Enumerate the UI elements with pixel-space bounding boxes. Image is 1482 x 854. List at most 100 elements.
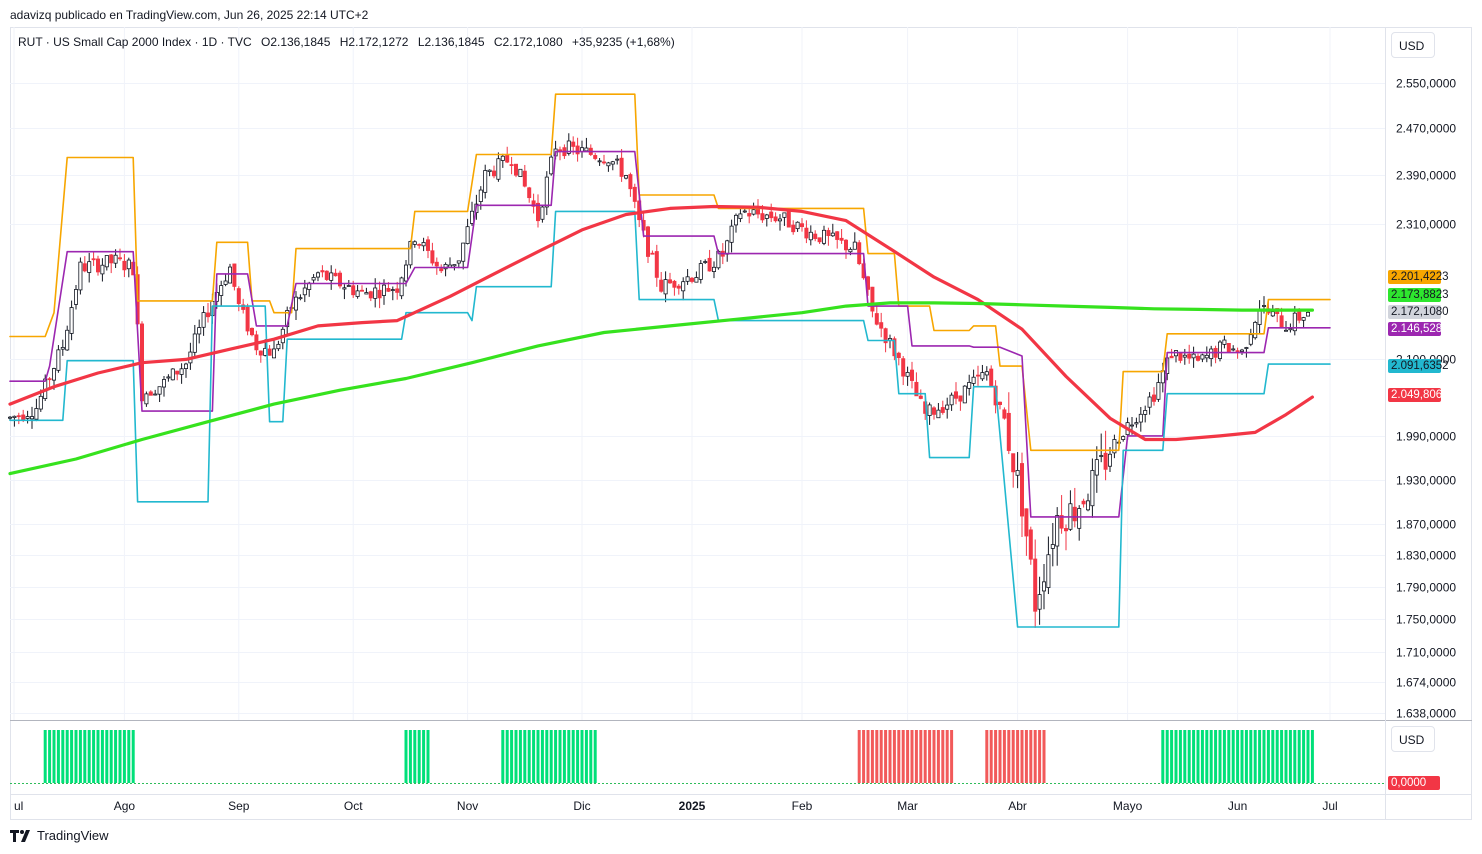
- signal-bar: [114, 730, 118, 783]
- candle-body: [813, 233, 818, 239]
- candle-body: [694, 277, 699, 283]
- signal-bar: [1033, 730, 1037, 783]
- candle-body: [760, 213, 765, 221]
- candle-body: [844, 239, 849, 251]
- chart-frame[interactable]: [10, 27, 1472, 820]
- candle-body: [835, 231, 840, 240]
- candle-body: [654, 251, 659, 278]
- signal-bar: [593, 730, 597, 783]
- signal-bar: [1002, 730, 1006, 783]
- footer-brand[interactable]: TradingView: [10, 828, 109, 843]
- candle-body: [157, 386, 162, 395]
- line-donchian-lower[interactable]: [9, 210, 1331, 628]
- candle-body: [839, 237, 844, 241]
- signal-bar: [518, 730, 522, 783]
- candle-body: [1279, 315, 1284, 329]
- symbol-name[interactable]: RUT · US Small Cap 2000 Index · 1D · TVC: [18, 35, 252, 49]
- signal-bar: [884, 730, 888, 783]
- candle-body: [267, 348, 272, 356]
- candle-body: [483, 170, 488, 193]
- candle-body: [962, 385, 967, 404]
- line-sma-slow[interactable]: [8, 301, 1315, 476]
- signal-bar: [527, 730, 531, 783]
- candle-body: [1090, 470, 1095, 507]
- candle-body: [1024, 508, 1029, 537]
- signal-bar: [1214, 730, 1218, 783]
- candle-body: [148, 391, 153, 396]
- signal-bar: [1042, 730, 1046, 783]
- candle-body: [742, 210, 747, 213]
- signal-bar: [1192, 730, 1196, 783]
- line-donchian-mid[interactable]: [9, 150, 1331, 518]
- candle-body: [914, 381, 919, 397]
- signal-bar: [48, 730, 52, 783]
- candle-body: [320, 270, 325, 273]
- candle-body: [1081, 500, 1086, 505]
- candle-body: [434, 261, 439, 267]
- candle-body: [456, 260, 461, 264]
- candle-body: [1121, 436, 1126, 440]
- candle-body: [1011, 453, 1016, 473]
- candle-body: [368, 291, 373, 299]
- candle-body: [100, 264, 105, 275]
- price-label: 2.146,5288: [1388, 322, 1449, 336]
- signal-bar: [857, 730, 861, 783]
- candle-body: [298, 297, 303, 300]
- signal-bar: [906, 730, 910, 783]
- candle-body: [1077, 508, 1082, 529]
- candle-body: [1064, 528, 1069, 532]
- candle-body: [29, 416, 34, 420]
- candle-body: [74, 289, 79, 305]
- candle-body: [1059, 515, 1064, 529]
- candle-body: [751, 209, 756, 215]
- candle-body: [932, 407, 937, 415]
- signal-bar: [118, 730, 122, 783]
- candle-body: [113, 254, 118, 264]
- candle-body: [1288, 328, 1293, 331]
- candle-body: [1033, 558, 1038, 612]
- line-sma-fast[interactable]: [8, 204, 1315, 442]
- candle-body: [271, 348, 276, 359]
- signal-bar: [92, 730, 96, 783]
- candle-body: [984, 371, 989, 376]
- time-tick-label: Feb: [792, 799, 813, 813]
- candle-body: [47, 378, 52, 381]
- candle-body: [936, 409, 941, 419]
- candle-body: [351, 285, 356, 296]
- candle-body: [747, 213, 752, 217]
- indicator-currency-selector[interactable]: USD: [1391, 726, 1435, 752]
- signal-bar: [1262, 730, 1266, 783]
- candle-body: [34, 408, 39, 420]
- candle-body: [870, 286, 875, 312]
- signal-bar: [870, 730, 874, 783]
- candle-body: [632, 186, 637, 202]
- candle-body: [355, 290, 360, 297]
- candle-body: [1086, 500, 1091, 511]
- candle-body: [1103, 452, 1108, 470]
- signal-bar: [501, 730, 505, 783]
- signal-bar: [1244, 730, 1248, 783]
- signal-bar: [554, 730, 558, 783]
- line-donchian-upper[interactable]: [9, 93, 1331, 452]
- symbol-legend[interactable]: RUT · US Small Cap 2000 Index · 1D · TVC…: [18, 35, 681, 49]
- candle-body: [826, 230, 831, 236]
- candle-body: [241, 304, 246, 310]
- candle-body: [1257, 309, 1262, 325]
- signal-bar: [897, 730, 901, 783]
- signal-bar: [426, 730, 430, 783]
- candle-body: [337, 272, 342, 287]
- price-label: 2.091,6352: [1388, 359, 1449, 373]
- candle-body: [381, 284, 386, 296]
- candle-body: [487, 169, 492, 172]
- candle-body: [386, 287, 391, 292]
- signal-bar: [1178, 730, 1182, 783]
- publish-attribution: adavizq publicado en TradingView.com, Ju…: [10, 8, 369, 22]
- candle-body: [7, 416, 12, 419]
- signal-bar: [1236, 730, 1240, 783]
- currency-selector[interactable]: USD: [1391, 32, 1435, 58]
- signal-bar: [1161, 730, 1165, 783]
- signal-bar: [1231, 730, 1235, 783]
- signal-bar: [919, 730, 923, 783]
- time-tick-label: Oct: [344, 799, 363, 813]
